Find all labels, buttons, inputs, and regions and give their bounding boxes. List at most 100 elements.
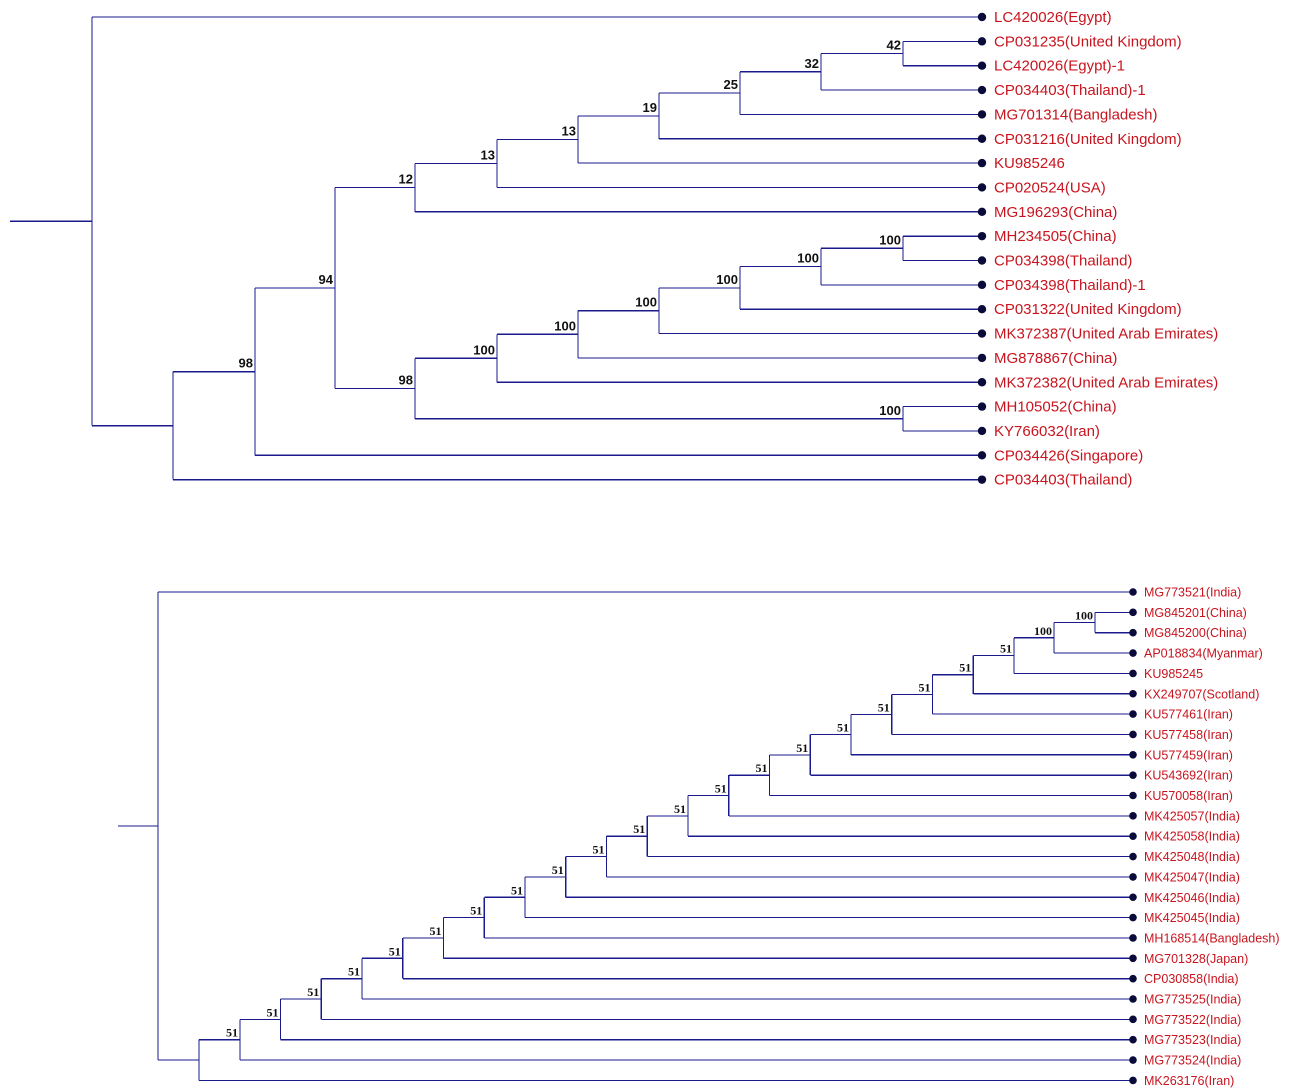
- tip-dot: [977, 134, 987, 143]
- leaf-label: KU985246: [994, 155, 1065, 172]
- tip-dot: [1129, 812, 1137, 820]
- support-value: 100: [1075, 609, 1093, 623]
- support-value: 100: [473, 342, 495, 357]
- support-value: 98: [399, 373, 413, 388]
- support-value: 100: [879, 232, 901, 247]
- support-value: 51: [796, 741, 808, 755]
- tip-dot: [1129, 791, 1137, 800]
- support-value: 51: [919, 680, 931, 694]
- tip-dot: [977, 231, 987, 241]
- tip-dot: [977, 402, 987, 411]
- support-value: 13: [562, 124, 576, 139]
- leaf-label: MG773522(India): [1144, 1013, 1241, 1027]
- tip-dot: [977, 256, 987, 265]
- leaf-label: MK425047(India): [1144, 870, 1240, 884]
- leaf-label: KX249707(Scotland): [1144, 687, 1259, 701]
- tip-dot: [1129, 995, 1137, 1003]
- tip-dot: [1129, 710, 1137, 718]
- support-value: 51: [756, 761, 768, 775]
- support-value: 51: [389, 944, 401, 958]
- tip-dot: [1129, 669, 1137, 678]
- support-value: 32: [805, 56, 819, 71]
- tip-dot: [1129, 649, 1137, 657]
- support-value: 51: [348, 965, 360, 979]
- tip-dot: [1129, 913, 1137, 922]
- leaf-label: CP034403(Thailand)-1: [994, 82, 1146, 99]
- leaf-label: MH234505(China): [994, 228, 1117, 245]
- tip-dot: [977, 207, 987, 216]
- tip-dot: [977, 61, 987, 70]
- support-value: 51: [633, 822, 645, 836]
- leaf-label: AP018834(Myanmar): [1144, 647, 1263, 661]
- leaf-label: KU577458(Iran): [1144, 728, 1233, 742]
- leaf-label: LC420026(Egypt): [994, 9, 1112, 26]
- leaf-label: KU985245: [1144, 667, 1203, 681]
- leaf-label: CP030858(India): [1144, 972, 1239, 986]
- support-value: 51: [430, 924, 442, 938]
- tip-dot: [1129, 893, 1137, 902]
- leaf-label: MG773521(India): [1144, 586, 1241, 600]
- leaf-label: KU577461(Iran): [1144, 708, 1233, 722]
- support-value: 42: [887, 38, 901, 53]
- tip-dot: [977, 353, 987, 363]
- leaf-label: MK372382(United Arab Emirates): [994, 374, 1218, 391]
- support-value: 100: [797, 251, 819, 266]
- tip-dot: [1129, 588, 1137, 596]
- tip-dot: [977, 426, 987, 436]
- leaf-label: KU543692(Iran): [1144, 769, 1233, 783]
- tip-dot: [1129, 689, 1137, 698]
- support-value: 100: [879, 403, 901, 418]
- leaf-label: MG701328(Japan): [1144, 952, 1248, 966]
- leaf-label: CP034398(Thailand)-1: [994, 277, 1146, 294]
- support-value: 51: [1000, 642, 1012, 656]
- leaf-label: KU570058(Iran): [1144, 789, 1233, 803]
- support-value: 51: [226, 1026, 238, 1040]
- tip-dot: [1129, 771, 1137, 779]
- tip-dot: [977, 329, 987, 338]
- support-value: 51: [470, 904, 482, 918]
- support-value: 51: [511, 883, 523, 897]
- tip-dot: [1129, 974, 1137, 983]
- leaf-label: MH168514(Bangladesh): [1144, 931, 1280, 945]
- support-value: 100: [1034, 624, 1052, 638]
- leaf-label: MG845201(China): [1144, 606, 1247, 620]
- tip-dot: [1129, 954, 1137, 963]
- tip-dot: [1129, 873, 1137, 881]
- leaf-label: MG773524(India): [1144, 1054, 1241, 1068]
- tip-dot: [1129, 1076, 1137, 1085]
- leaf-label: CP034426(Singapore): [994, 447, 1143, 464]
- leaf-label: MG845200(China): [1144, 626, 1247, 640]
- tip-dot: [1129, 1015, 1137, 1024]
- leaf-label: CP034398(Thailand): [994, 253, 1132, 270]
- support-value: 19: [643, 100, 657, 115]
- support-value: 98: [239, 356, 253, 371]
- tip-dot: [1129, 1035, 1137, 1044]
- tree-top: 42 32 25 19 13 13 12 100 100 100 100 100 100 100 98 94 9…: [10, 9, 1218, 489]
- leaf-label: KU577459(Iran): [1144, 748, 1233, 762]
- leaf-label: MG196293(China): [994, 204, 1117, 221]
- support-value: 51: [552, 863, 564, 877]
- support-value: 100: [716, 272, 738, 287]
- leaf-label: KY766032(Iran): [994, 423, 1100, 440]
- leaf-label: CP031322(United Kingdom): [994, 301, 1182, 318]
- leaf-label: MG773525(India): [1144, 993, 1241, 1007]
- leaf-label: MK425045(India): [1144, 911, 1240, 925]
- leaf-label: CP031235(United Kingdom): [994, 33, 1182, 50]
- leaf-label: MK372387(United Arab Emirates): [994, 326, 1218, 343]
- tip-dot: [977, 451, 987, 460]
- support-value: 100: [635, 295, 657, 310]
- support-value: 25: [724, 77, 738, 92]
- tip-dot: [977, 183, 987, 192]
- leaf-label: MG773523(India): [1144, 1033, 1241, 1047]
- tip-dot: [1129, 852, 1137, 861]
- support-value: 51: [267, 1005, 279, 1019]
- tip-dot: [1129, 751, 1137, 759]
- support-value: 100: [554, 318, 576, 333]
- tip-dot: [1129, 730, 1137, 739]
- support-value: 94: [319, 272, 334, 287]
- leaf-label: CP034403(Thailand): [994, 472, 1132, 489]
- support-value: 51: [878, 700, 890, 714]
- support-value: 51: [593, 843, 605, 857]
- leaf-label: MG701314(Bangladesh): [994, 106, 1157, 123]
